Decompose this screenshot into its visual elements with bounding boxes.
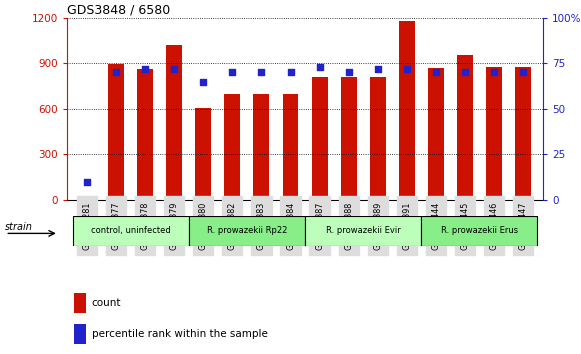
Bar [305, 216, 421, 246]
Point [460, 69, 469, 75]
Point [373, 66, 382, 72]
Bar [253, 95, 270, 200]
Text: R. prowazekii Rp22: R. prowazekii Rp22 [207, 227, 287, 235]
Bar [79, 197, 95, 200]
Bar [486, 67, 502, 200]
Text: R. prowazekii Erus: R. prowazekii Erus [441, 227, 518, 235]
Point [402, 66, 411, 72]
Point [141, 66, 150, 72]
Point [315, 64, 324, 70]
Bar [370, 77, 386, 200]
Text: count: count [92, 298, 121, 308]
Point [170, 66, 179, 72]
Bar [340, 77, 357, 200]
Bar [515, 67, 531, 200]
Point [286, 69, 295, 75]
Text: percentile rank within the sample: percentile rank within the sample [92, 329, 267, 339]
Bar [137, 69, 153, 200]
Text: strain: strain [5, 222, 33, 232]
Bar [74, 324, 86, 344]
Point [112, 69, 121, 75]
Text: control, uninfected: control, uninfected [91, 227, 171, 235]
Point [489, 69, 498, 75]
Bar [166, 45, 182, 200]
Bar [74, 293, 86, 314]
Point [228, 69, 237, 75]
Point [518, 69, 528, 75]
Point [344, 69, 353, 75]
Bar [189, 216, 305, 246]
Point [431, 69, 440, 75]
Bar [224, 95, 241, 200]
Text: R. prowazekii Evir: R. prowazekii Evir [326, 227, 400, 235]
Point [257, 69, 266, 75]
Bar [457, 55, 473, 200]
Bar [311, 77, 328, 200]
Bar [399, 21, 415, 200]
Bar [282, 95, 299, 200]
Point [199, 79, 208, 84]
Bar [108, 64, 124, 200]
Point [83, 179, 92, 185]
Bar [195, 108, 211, 200]
Bar [73, 216, 189, 246]
Text: GDS3848 / 6580: GDS3848 / 6580 [67, 4, 170, 17]
Bar [421, 216, 537, 246]
Bar [428, 68, 444, 200]
